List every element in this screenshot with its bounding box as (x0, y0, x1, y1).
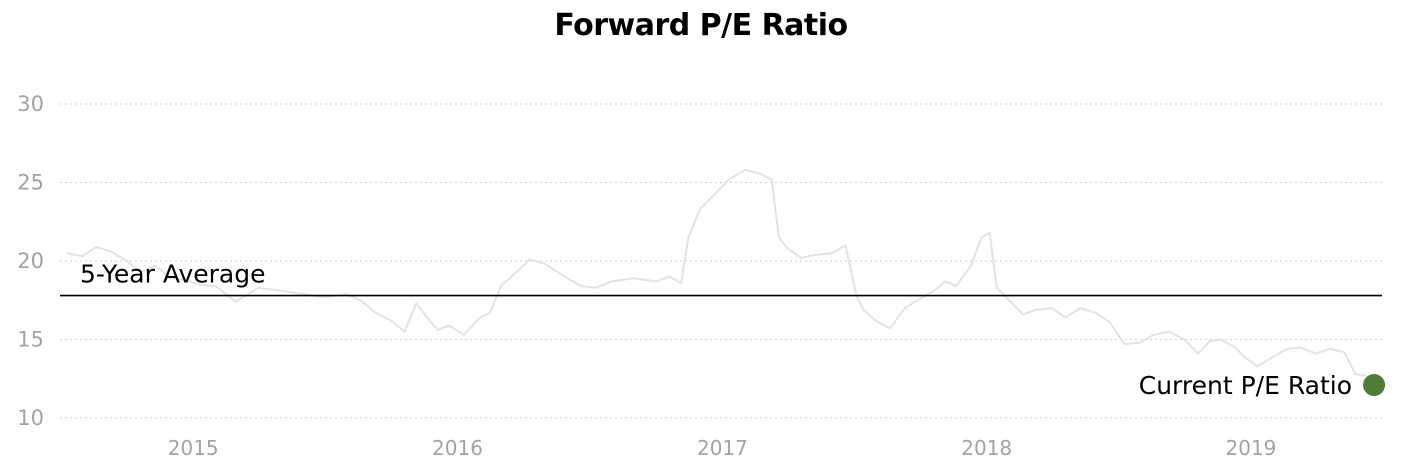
x-tick-label: 2016 (432, 436, 483, 460)
five-year-average-label: 5-Year Average (80, 260, 266, 289)
current-pe-ratio-marker (1363, 374, 1386, 397)
x-tick-label: 2018 (961, 436, 1012, 460)
x-tick-label: 2017 (697, 436, 748, 460)
y-tick-label: 15 (17, 328, 44, 352)
x-tick-label: 2019 (1226, 436, 1277, 460)
x-axis-ticks: 2015 2016 2017 2018 2019 (168, 436, 1277, 460)
y-tick-label: 20 (17, 249, 44, 273)
chart-title: Forward P/E Ratio (554, 8, 848, 43)
y-tick-label: 25 (17, 171, 44, 195)
current-pe-ratio-label: Current P/E Ratio (1139, 371, 1352, 400)
y-axis-ticks: 10 15 20 25 30 (17, 92, 44, 430)
y-tick-label: 10 (17, 406, 44, 430)
y-tick-label: 30 (17, 92, 44, 116)
grid-lines (60, 103, 1382, 419)
x-tick-label: 2015 (168, 436, 219, 460)
